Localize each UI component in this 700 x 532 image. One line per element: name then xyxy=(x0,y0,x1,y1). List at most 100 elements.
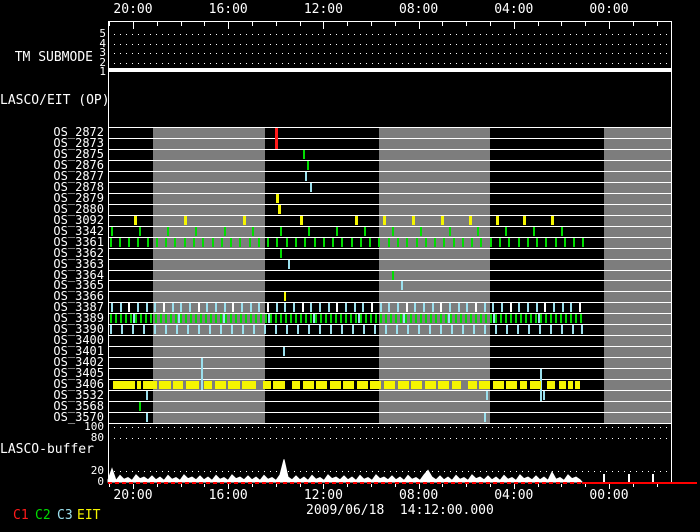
event-tick xyxy=(434,238,436,247)
os-row-label: OS_2875 xyxy=(53,147,104,161)
event-tick xyxy=(174,238,176,247)
axis-tick xyxy=(514,484,515,489)
event-tick xyxy=(200,314,202,323)
event-tick xyxy=(375,314,377,323)
os-row-label: OS_3361 xyxy=(53,235,104,249)
event-segment xyxy=(568,381,573,389)
tm-scale-digit: 3 xyxy=(99,46,106,59)
event-tick xyxy=(315,314,317,323)
time-label-bottom: 08:00 xyxy=(399,488,439,503)
event-tick xyxy=(135,314,137,323)
event-tick xyxy=(397,303,399,312)
os-row-label: OS_3532 xyxy=(53,388,104,402)
event-tick xyxy=(430,314,432,323)
event-tick xyxy=(517,325,519,334)
observation-band xyxy=(379,127,490,423)
event-tick xyxy=(220,314,222,323)
event-tick xyxy=(496,216,499,225)
event-tick xyxy=(206,303,208,312)
event-tick xyxy=(264,325,266,334)
time-label-top: 16:00 xyxy=(208,2,248,17)
event-tick xyxy=(555,238,557,247)
event-tick xyxy=(490,314,492,323)
axis-tick xyxy=(514,21,515,29)
axis-tick xyxy=(609,484,610,489)
event-tick xyxy=(276,194,279,203)
event-tick xyxy=(416,238,418,247)
event-tick xyxy=(250,303,252,312)
event-tick xyxy=(170,314,172,323)
event-tick xyxy=(215,314,217,323)
event-segment xyxy=(292,381,300,389)
event-tick xyxy=(385,314,387,323)
row-separator xyxy=(108,357,671,358)
event-tick xyxy=(412,216,415,225)
axis-tick xyxy=(466,21,467,26)
event-tick xyxy=(484,325,486,334)
event-tick xyxy=(351,238,353,247)
event-tick xyxy=(533,227,535,236)
time-label-top: 12:00 xyxy=(303,2,343,17)
axis-tick xyxy=(657,484,658,487)
event-tick xyxy=(165,238,167,247)
row-separator xyxy=(108,423,671,424)
event-tick xyxy=(374,325,376,334)
os-row-label: OS_3389 xyxy=(53,311,104,325)
event-tick xyxy=(475,314,477,323)
event-tick xyxy=(308,325,310,334)
event-tick xyxy=(110,314,112,323)
event-tick xyxy=(267,303,269,312)
event-tick xyxy=(395,314,397,323)
event-tick xyxy=(293,303,295,312)
event-tick xyxy=(330,325,332,334)
event-segment xyxy=(357,381,368,389)
event-tick xyxy=(284,292,286,301)
event-tick xyxy=(132,325,134,334)
os-row-label: OS_2876 xyxy=(53,158,104,172)
event-tick xyxy=(515,314,517,323)
event-tick xyxy=(268,314,270,323)
event-tick xyxy=(506,325,508,334)
axis-tick xyxy=(490,484,491,487)
event-tick xyxy=(156,238,158,247)
event-tick xyxy=(137,238,139,247)
event-tick xyxy=(212,238,214,247)
axis-tick xyxy=(276,21,277,26)
row-separator xyxy=(108,237,671,238)
event-tick xyxy=(555,314,557,323)
buffer-scale-digit: 0 xyxy=(97,475,104,488)
event-tick xyxy=(560,314,562,323)
event-segment xyxy=(159,381,171,389)
os-row-label: OS_2877 xyxy=(53,169,104,183)
event-tick xyxy=(414,303,416,312)
event-tick xyxy=(564,238,566,247)
event-tick xyxy=(300,314,302,323)
event-tick xyxy=(154,325,156,334)
axis-tick xyxy=(347,484,348,487)
event-tick xyxy=(165,325,167,334)
event-tick xyxy=(195,314,197,323)
event-tick xyxy=(469,216,472,225)
event-tick xyxy=(390,314,392,323)
event-tick xyxy=(143,325,145,334)
event-tick xyxy=(210,314,212,323)
event-tick xyxy=(163,303,165,312)
event-tick xyxy=(286,325,288,334)
event-tick xyxy=(360,314,362,323)
os-row-label: OS_3405 xyxy=(53,366,104,380)
axis-tick xyxy=(300,21,301,26)
event-tick xyxy=(553,303,555,312)
event-segment xyxy=(530,381,541,389)
event-tick xyxy=(392,227,394,236)
event-tick xyxy=(145,314,147,323)
row-separator xyxy=(108,346,671,347)
event-segment xyxy=(425,381,436,389)
event-tick xyxy=(453,238,455,247)
os-row-label: OS_3400 xyxy=(53,333,104,347)
buffer-gridline xyxy=(108,471,671,472)
event-tick xyxy=(280,314,282,323)
event-tick xyxy=(425,238,427,247)
event-tick xyxy=(510,303,512,312)
event-tick xyxy=(505,314,507,323)
